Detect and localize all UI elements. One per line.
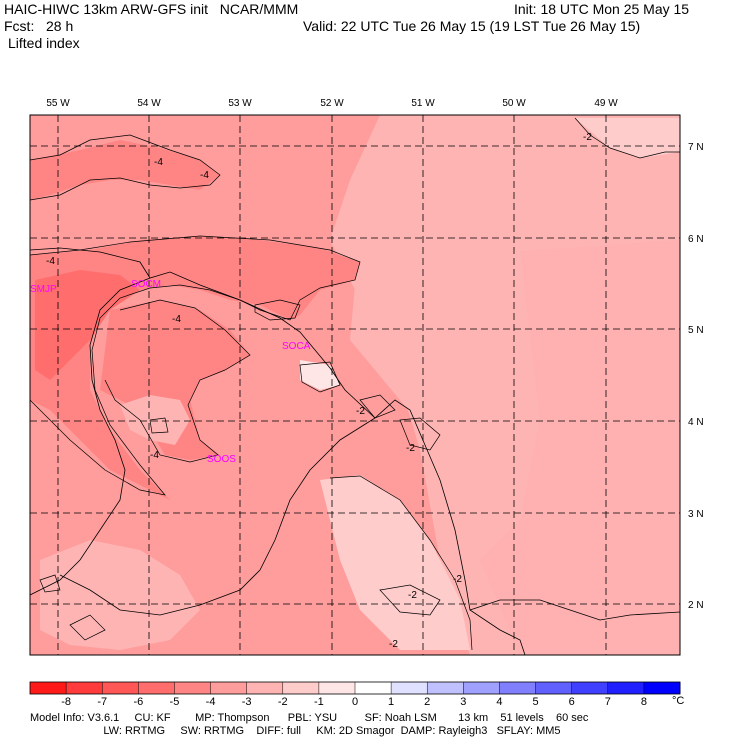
lon-label: 50 W bbox=[502, 98, 526, 109]
colorbar-swatch bbox=[571, 682, 609, 694]
colorbar-swatch bbox=[246, 682, 284, 694]
contour-label: -4 bbox=[150, 450, 159, 461]
contour-label: -4 bbox=[46, 256, 55, 267]
colorbar-unit: °C bbox=[672, 695, 684, 707]
lon-label: 51 W bbox=[411, 98, 435, 109]
lat-label: 3 N bbox=[688, 509, 704, 520]
lon-label: 49 W bbox=[594, 98, 618, 109]
colorbar-swatch bbox=[643, 682, 681, 694]
colorbar-swatch bbox=[102, 682, 139, 694]
contour-label: -2 bbox=[389, 639, 398, 650]
model-info-line2: LW: RRTMG SW: RRTMG DIFF: full KM: 2D Sm… bbox=[30, 725, 561, 737]
colorbar-swatch bbox=[282, 682, 320, 694]
colorbar-tick-label: 4 bbox=[496, 696, 502, 708]
colorbar-swatch bbox=[318, 682, 356, 694]
lat-label: 4 N bbox=[688, 417, 704, 428]
colorbar-tick-label: 6 bbox=[569, 696, 575, 708]
model-title: HAIC-HIWC 13km ARW-GFS init NCAR/MMM bbox=[4, 1, 299, 17]
contour-label: -2 bbox=[583, 132, 592, 143]
colorbar-swatch bbox=[463, 682, 500, 694]
colorbar-tick-label: 2 bbox=[424, 696, 430, 708]
colorbar-tick-label: -4 bbox=[206, 696, 216, 708]
colorbar-tick-label: 7 bbox=[605, 696, 611, 708]
colorbar-tick-label: -5 bbox=[170, 696, 180, 708]
lat-label: 7 N bbox=[688, 142, 704, 153]
colorbar-swatch bbox=[210, 682, 248, 694]
latitude-labels: 7 N 6 N 5 N 4 N 3 N 2 N bbox=[688, 142, 704, 611]
valid-time: Valid: 22 UTC Tue 26 May 15 (19 LST Tue … bbox=[303, 18, 641, 34]
contour-label: -2 bbox=[356, 406, 365, 417]
colorbar-swatch bbox=[391, 682, 428, 694]
colorbar-swatch bbox=[427, 682, 464, 694]
station-socm: SOCM bbox=[131, 279, 161, 290]
colorbar-swatch bbox=[355, 682, 392, 694]
colorbar-swatch bbox=[607, 682, 645, 694]
colorbar-tick-label: -1 bbox=[314, 696, 324, 708]
lat-label: 2 N bbox=[688, 600, 704, 611]
contour-lines bbox=[30, 117, 680, 651]
contour-label: -2 bbox=[406, 443, 415, 454]
colorbar-swatch bbox=[30, 682, 67, 694]
station-smjp: SMJP bbox=[30, 284, 57, 295]
contour-label: -4 bbox=[172, 314, 181, 325]
colorbar-swatch bbox=[535, 682, 573, 694]
lon-label: 54 W bbox=[137, 98, 161, 109]
colorbar-swatch bbox=[66, 682, 103, 694]
lon-label: 53 W bbox=[228, 98, 252, 109]
colorbar-tick-label: -8 bbox=[61, 696, 71, 708]
longitude-labels: 55 W 54 W 53 W 52 W 51 W 50 W 49 W bbox=[46, 98, 618, 109]
lifted-index-field bbox=[30, 115, 680, 655]
colorbar-tick-label: -7 bbox=[97, 696, 107, 708]
colorbar-tick-label: 8 bbox=[641, 696, 647, 708]
contour-label: -2 bbox=[408, 590, 417, 601]
colorbar-swatch bbox=[499, 682, 537, 694]
colorbar: -8 -7 -6 -5 -4 -3 -2 -1 0 1 2 3 4 5 6 7 8 bbox=[29, 681, 681, 708]
contour-label: -4 bbox=[154, 157, 163, 168]
variable-name: Lifted index bbox=[8, 35, 80, 51]
colorbar-tick-label: 5 bbox=[532, 696, 538, 708]
colorbar-tick-label: 0 bbox=[352, 696, 358, 708]
coastline bbox=[30, 247, 680, 655]
contour-label: -2 bbox=[453, 574, 462, 585]
init-time: Init: 18 UTC Mon 25 May 15 bbox=[514, 1, 690, 17]
model-info-line1: Model Info: V3.6.1 CU: KF MP: Thompson P… bbox=[30, 712, 589, 724]
station-soca: SOCA bbox=[282, 341, 311, 352]
colorbar-swatch bbox=[138, 682, 175, 694]
forecast-hour: Fcst: 28 h bbox=[4, 18, 74, 34]
station-soos: SOOS bbox=[207, 454, 236, 465]
colorbar-tick-label: -2 bbox=[278, 696, 288, 708]
lat-label: 5 N bbox=[688, 325, 704, 336]
latlon-grid bbox=[30, 115, 680, 655]
colorbar-tick-label: 1 bbox=[388, 696, 394, 708]
colorbar-tick-label: -3 bbox=[242, 696, 252, 708]
contour-label: -4 bbox=[200, 170, 209, 181]
contour-value-labels: -4 -4 -4 -4 -4 -2 -2 -2 -2 -2 -2 bbox=[46, 132, 592, 650]
lon-label: 52 W bbox=[320, 98, 344, 109]
map-frame bbox=[29, 114, 681, 656]
lon-label: 55 W bbox=[46, 98, 70, 109]
station-labels: SMJP SOCM SOCA SOOS bbox=[30, 279, 311, 465]
colorbar-tick-label: -6 bbox=[133, 696, 143, 708]
colorbar-swatch bbox=[174, 682, 212, 694]
colorbar-tick-label: 3 bbox=[460, 696, 466, 708]
lat-label: 6 N bbox=[688, 234, 704, 245]
